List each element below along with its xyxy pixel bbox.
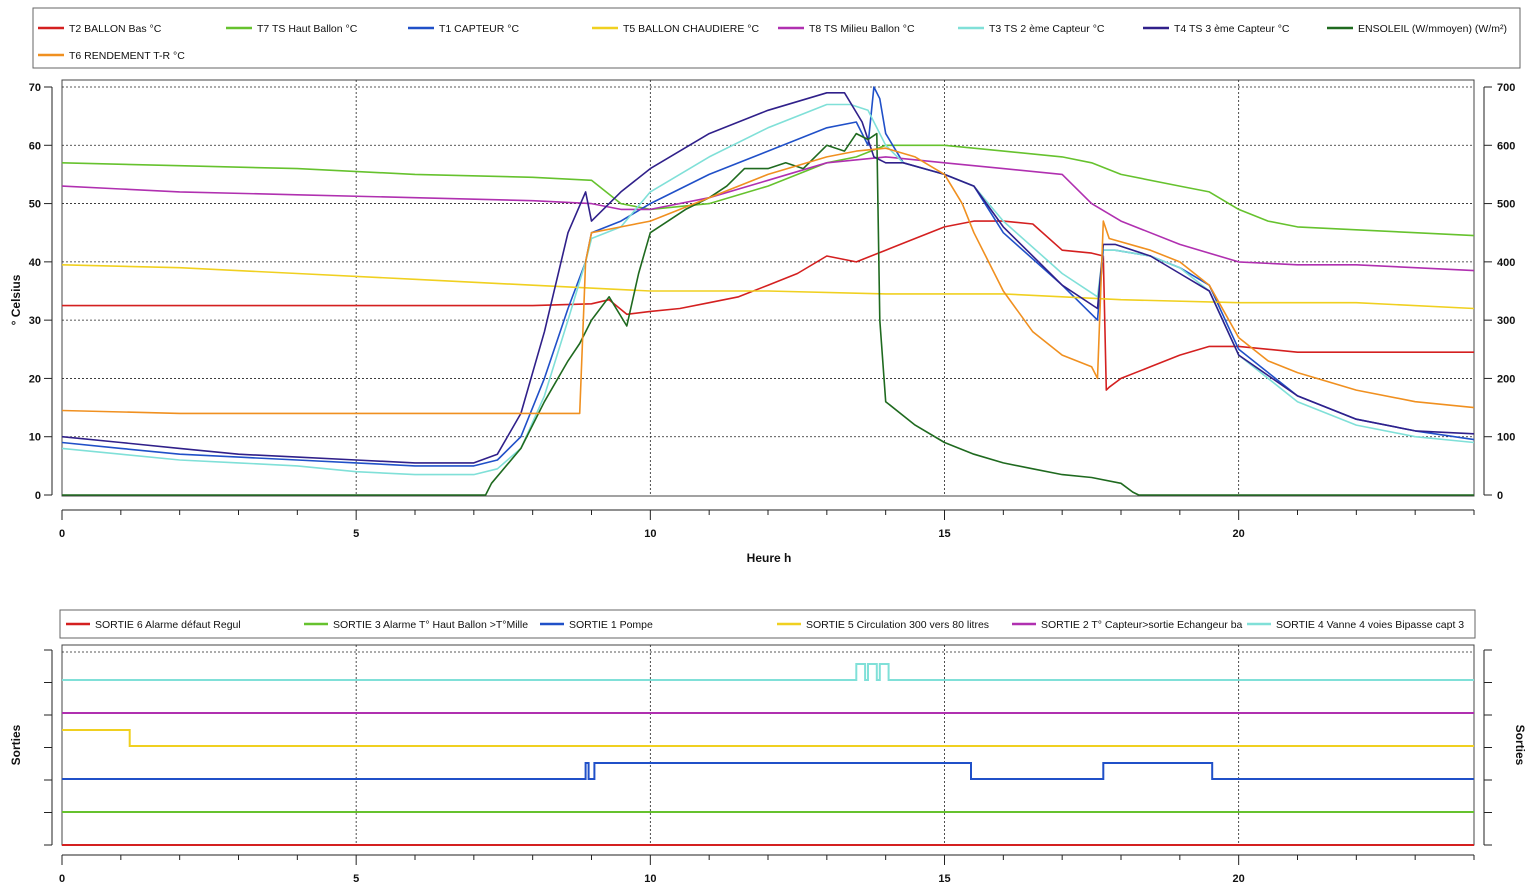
legend-label: T4 TS 3 ème Capteur °C [1174,23,1290,35]
y-axis-title: ° Celsius [9,274,23,325]
bottom-legend-box [59,609,1476,639]
top-legend: T2 BALLON Bas °C T7 TS Haut Ballon °C T1 C… [38,23,1507,62]
output-legend-label: SORTIE 1 Pompe [569,619,653,631]
y2-tick-label: 300 [1497,315,1515,327]
output-series-line [62,663,1474,681]
outputs-x-tick-label: 10 [644,873,656,885]
y-tick-label: 20 [29,373,41,385]
y2-tick-label: 700 [1497,82,1515,94]
legend-label: T8 TS Milieu Ballon °C [809,23,915,35]
legend-label: T1 CAPTEUR °C [439,23,519,35]
output-legend-label: SORTIE 6 Alarme défaut Regul [95,619,241,631]
outputs-y-axis-title: Sorties [9,724,23,765]
y-tick-label: 70 [29,82,41,94]
temperature-series-line [61,156,1475,272]
outputs-x-tick-label: 20 [1233,873,1245,885]
y-tick-label: 40 [29,257,41,269]
bottom-legend: SORTIE 6 Alarme défaut Regul SORTIE 3 Ala… [66,619,1464,631]
y-tick-label: 0 [35,490,41,502]
output-legend-label: SORTIE 2 T° Capteur>sortie Echangeur ba [1041,619,1243,631]
output-series-line [62,729,1474,747]
x-tick-label: 5 [353,528,359,540]
temperature-plot-frame [61,79,1475,497]
y2-tick-label: 0 [1497,490,1503,502]
legend-label: T3 TS 2 ème Capteur °C [989,23,1105,35]
temperature-axes: 0 5 10 15 2001020304050607001002003004005006… [29,82,1516,540]
output-series-line [62,762,1474,780]
outputs-x-tick-label: 5 [353,873,359,885]
temperature-series-line [62,220,1474,391]
legend-label: T2 BALLON Bas °C [69,23,162,35]
legend-label: T6 RENDEMENT T-R °C [69,50,185,62]
legend-label: T7 TS Haut Ballon °C [257,23,358,35]
y-tick-label: 30 [29,315,41,327]
temperature-plot: 0 5 10 15 2001020304050607001002003004005006… [9,79,1516,565]
output-legend-label: SORTIE 5 Circulation 300 vers 80 litres [806,619,989,631]
temperature-series-line [61,264,1475,310]
y-tick-label: 60 [29,140,41,152]
outputs-x-tick-label: 15 [938,873,950,885]
legend-label: ENSOLEIL (W/mmoyen) (W/m²) [1358,23,1507,35]
outputs-y2-axis-title: Sorties [1513,725,1527,766]
y2-tick-label: 200 [1497,373,1515,385]
temperature-series-line [61,147,1475,415]
y-tick-label: 10 [29,432,41,444]
y-tick-label: 50 [29,199,41,211]
x-axis-title: Heure h [747,551,792,565]
x-tick-label: 15 [938,528,950,540]
y2-tick-label: 400 [1497,257,1515,269]
legend-label: T5 BALLON CHAUDIERE °C [623,23,759,35]
outputs-x-tick-label: 0 [59,873,65,885]
temperature-series-line [61,103,1475,476]
y2-tick-label: 600 [1497,140,1515,152]
x-tick-label: 0 [59,528,65,540]
output-legend-label: SORTIE 3 Alarme T° Haut Ballon >T°Mille [333,619,528,631]
temperature-series-line [61,144,1475,237]
outputs-axes: 0 5 10 15 20 [44,649,1492,885]
y2-tick-label: 100 [1497,432,1515,444]
outputs-plot: 0 5 10 15 20 Sorties Sorties [9,644,1527,885]
y2-tick-label: 500 [1497,199,1515,211]
temperature-series-line [61,92,1475,464]
outputs-series-group [62,663,1474,846]
temperature-series-group [61,86,1475,496]
top-legend-box [32,7,1521,69]
x-tick-label: 10 [644,528,656,540]
x-tick-label: 20 [1233,528,1245,540]
output-legend-label: SORTIE 4 Vanne 4 voies Bipasse capt 3 [1276,619,1464,631]
